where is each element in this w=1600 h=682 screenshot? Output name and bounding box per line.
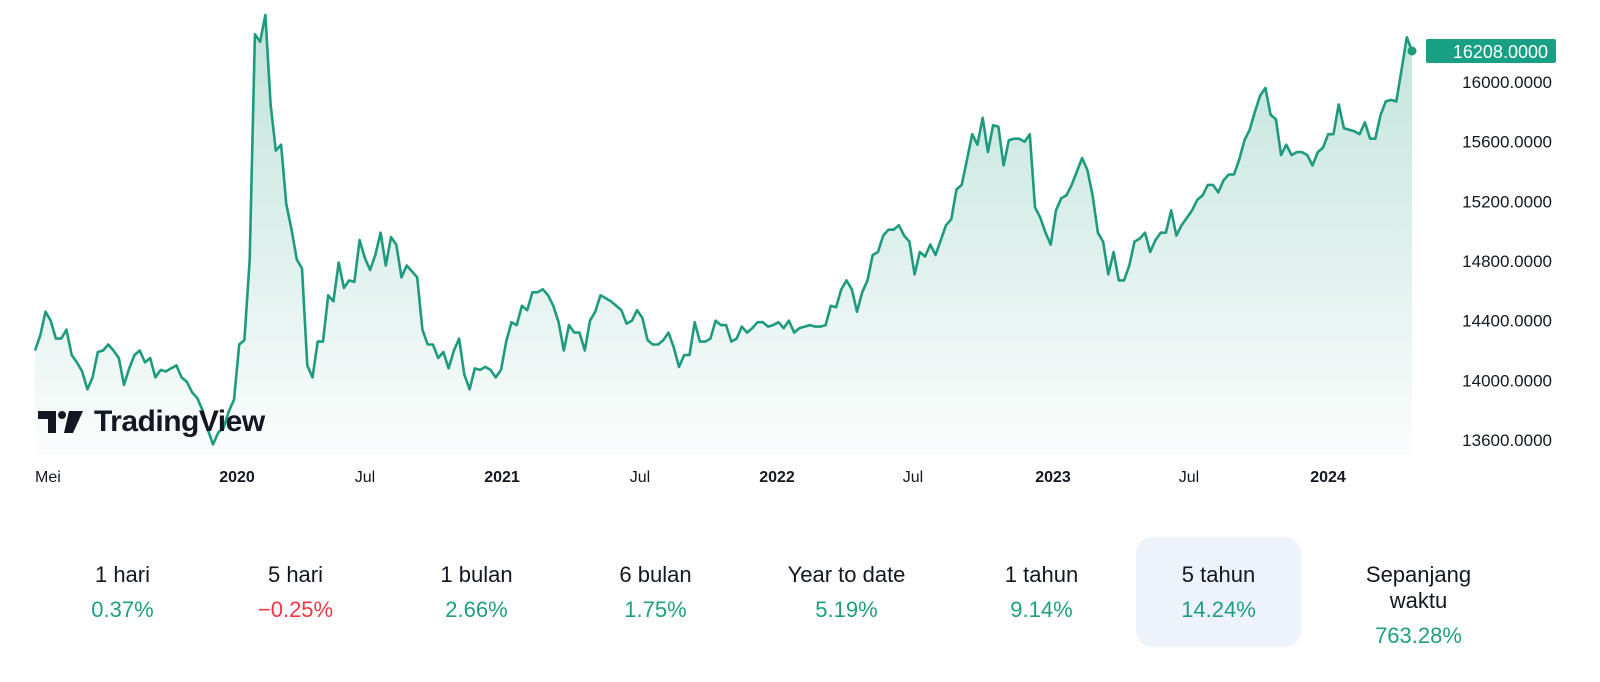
last-price-badge bbox=[1426, 38, 1556, 63]
period-change: 763.28% bbox=[1375, 623, 1462, 648]
last-price-label: 16208.0000 bbox=[1453, 42, 1548, 62]
period-label: 1 tahun bbox=[1004, 562, 1079, 587]
x-tick-label: 2021 bbox=[484, 469, 520, 486]
period-button-5-tahun[interactable]: 5 tahun 14.24% bbox=[1136, 537, 1301, 647]
y-tick-label: 13600.0000 bbox=[1462, 431, 1552, 450]
period-label: Sepanjang waktu bbox=[1365, 562, 1472, 613]
period-change: 0.37% bbox=[91, 597, 154, 622]
period-change: 1.75% bbox=[624, 597, 687, 622]
period-selector: 1 hari 0.37% 5 hari −0.25% 1 bulan 2.66% 6 bul… bbox=[0, 537, 1600, 648]
period-change: 14.24% bbox=[1181, 597, 1256, 622]
tradingview-logo-icon bbox=[38, 411, 83, 433]
period-button-year-to-date[interactable]: Year to date 5.19% bbox=[764, 537, 929, 647]
x-tick-label: Jul bbox=[630, 469, 650, 486]
price-line bbox=[33, 13, 1414, 446]
x-tick-label: Jul bbox=[903, 469, 923, 486]
y-tick-label: 15200.0000 bbox=[1462, 192, 1552, 211]
period-label: 5 hari bbox=[267, 562, 324, 587]
period-label: 6 bulan bbox=[619, 562, 692, 587]
y-tick-label: 14000.0000 bbox=[1462, 371, 1552, 390]
period-button-1-bulan[interactable]: 1 bulan 2.66% bbox=[394, 537, 559, 647]
price-chart[interactable]: 16000.0000 15600.0000 15200.0000 14800.0000… bbox=[0, 0, 1600, 500]
period-button-sepanjang-waktu[interactable]: Sepanjang waktu 763.28% bbox=[1336, 537, 1501, 648]
period-label: 1 bulan bbox=[440, 562, 513, 587]
period-change: −0.25% bbox=[257, 597, 334, 622]
tradingview-logo-text: TradingView bbox=[94, 405, 265, 438]
period-button-6-bulan[interactable]: 6 bulan 1.75% bbox=[573, 537, 738, 647]
period-label: Year to date bbox=[787, 562, 906, 587]
period-change: 2.66% bbox=[445, 597, 508, 622]
tradingview-logo[interactable]: TradingView bbox=[38, 405, 265, 439]
y-tick-label: 14400.0000 bbox=[1462, 312, 1552, 331]
x-tick-label: Mei bbox=[35, 469, 61, 486]
area-fill bbox=[35, 14, 1412, 456]
x-tick-label: Jul bbox=[1179, 469, 1199, 486]
y-tick-label: 15600.0000 bbox=[1462, 133, 1552, 152]
period-change: 9.14% bbox=[1010, 597, 1073, 622]
x-tick-label: 2022 bbox=[759, 469, 795, 486]
x-tick-label: 2024 bbox=[1310, 469, 1346, 486]
x-tick-label: 2023 bbox=[1035, 469, 1071, 486]
last-price-dot bbox=[1407, 46, 1417, 56]
period-button-5-hari[interactable]: 5 hari −0.25% bbox=[213, 537, 378, 647]
period-button-1-hari[interactable]: 1 hari 0.37% bbox=[40, 537, 205, 647]
x-tick-label: 2020 bbox=[219, 469, 255, 486]
period-label: 5 tahun bbox=[1181, 562, 1256, 587]
y-tick-label: 16000.0000 bbox=[1462, 73, 1552, 92]
y-tick-label: 14800.0000 bbox=[1462, 252, 1552, 271]
period-change: 5.19% bbox=[815, 597, 878, 622]
period-button-1-tahun[interactable]: 1 tahun 9.14% bbox=[959, 537, 1124, 647]
x-tick-label: Jul bbox=[355, 469, 375, 486]
period-label: 1 hari bbox=[94, 562, 151, 587]
